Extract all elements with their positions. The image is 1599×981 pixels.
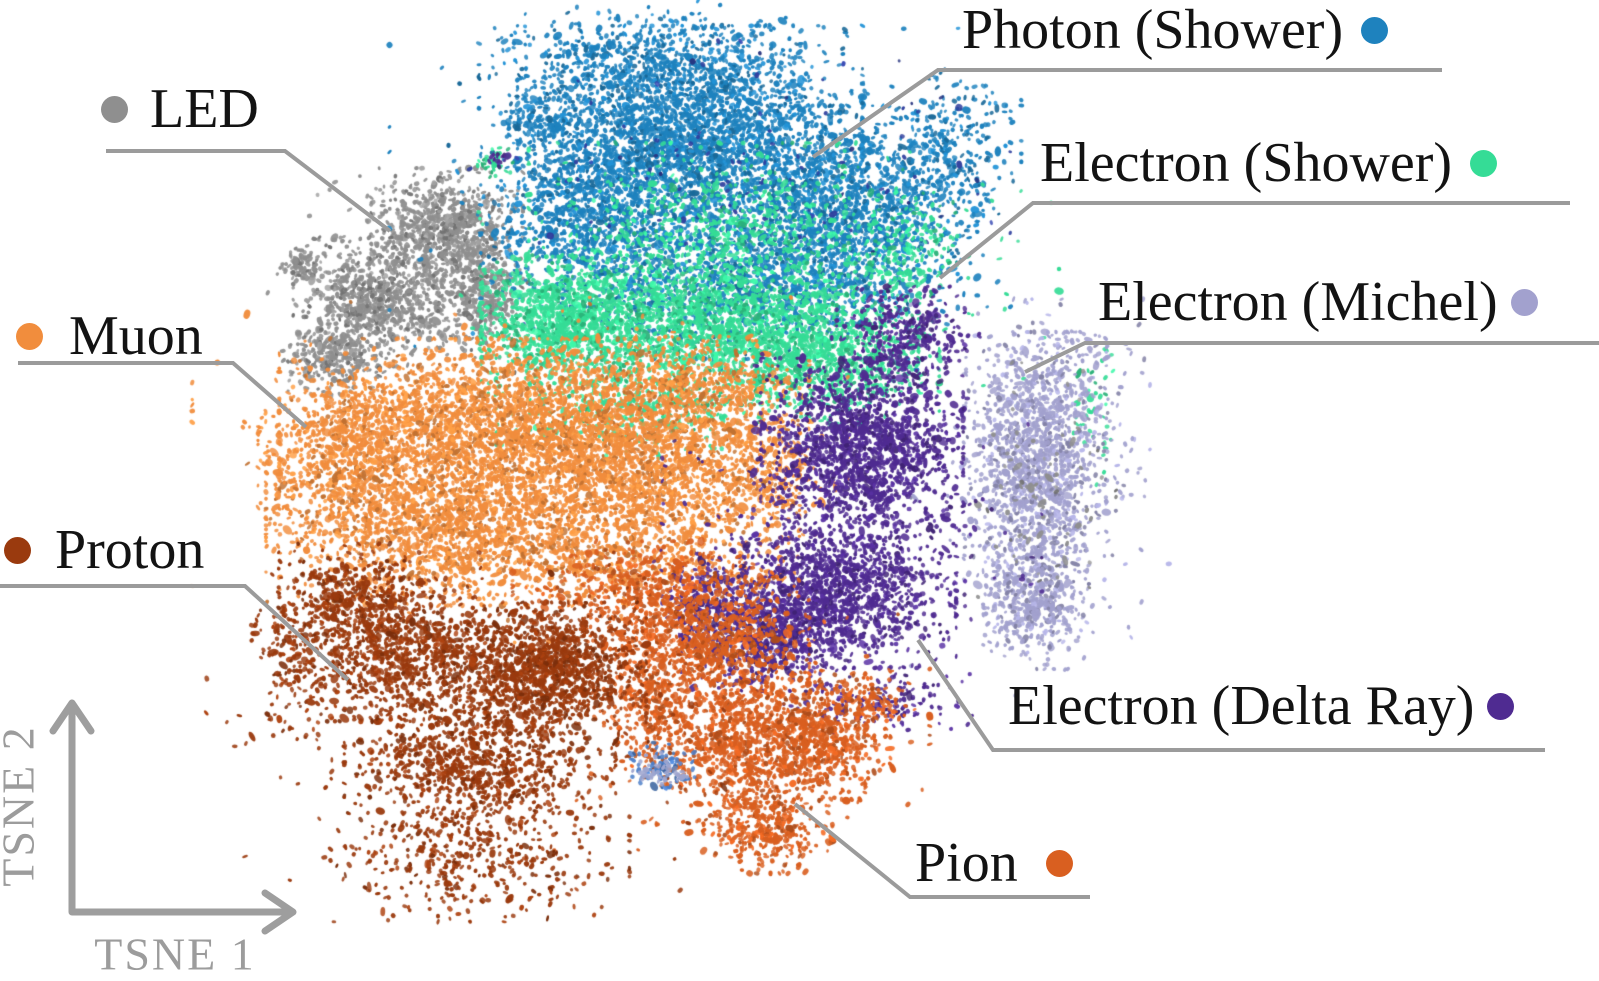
callout-line-muon: [18, 361, 308, 429]
legend-label-electron-delta-ray: Electron (Delta Ray): [1008, 675, 1475, 737]
callout-line-electron-shower: [938, 201, 1570, 280]
legend-label-pion: Pion: [915, 832, 1018, 894]
legend-dot-electron-michel: [1510, 288, 1538, 316]
y-axis-label: TSNE 2: [0, 725, 44, 887]
axis-arrow: [49, 699, 95, 735]
callout-line-electron-michel: [1024, 341, 1599, 374]
legend-dot-muon: [16, 322, 43, 350]
legend-electron-delta-ray: Electron (Delta Ray): [1008, 675, 1515, 737]
legend-dot-proton: [4, 536, 31, 564]
callout-line-proton: [0, 584, 350, 682]
legend-photon-shower: Photon (Shower): [962, 0, 1389, 61]
legend-dot-led: [101, 95, 128, 123]
legend-label-electron-shower: Electron (Shower): [1040, 132, 1453, 194]
legend-muon: Muon: [16, 306, 203, 366]
legend-label-electron-michel: Electron (Michel): [1098, 271, 1498, 333]
legend-dot-electron-delta-ray: [1487, 692, 1515, 720]
legend-dot-pion: [1045, 849, 1073, 877]
legend-electron-shower: Electron (Shower): [1040, 132, 1498, 194]
legend-label-proton: Proton: [55, 519, 205, 581]
legend-label-photon-shower: Photon (Shower): [962, 0, 1344, 61]
callout-line-photon-shower: [811, 68, 1442, 159]
axis-arrow: [68, 703, 293, 916]
legend-label-led: LED: [150, 78, 259, 140]
callout-line-pion: [793, 802, 1090, 899]
legend-label-muon: Muon: [69, 305, 203, 367]
legend-led: LED: [101, 79, 259, 139]
legend-electron-michel: Electron (Michel): [1098, 272, 1538, 332]
legend-dot-photon-shower: [1361, 16, 1389, 44]
x-axis-label: TSNE 1: [94, 928, 256, 980]
legend-pion: Pion: [915, 833, 1073, 893]
callout-line-led: [106, 149, 392, 233]
callout-line-electron-delta-ray: [916, 638, 1545, 752]
legend-proton: Proton: [4, 520, 204, 580]
axis-arrow: [261, 889, 297, 935]
legend-dot-electron-shower: [1470, 149, 1498, 177]
